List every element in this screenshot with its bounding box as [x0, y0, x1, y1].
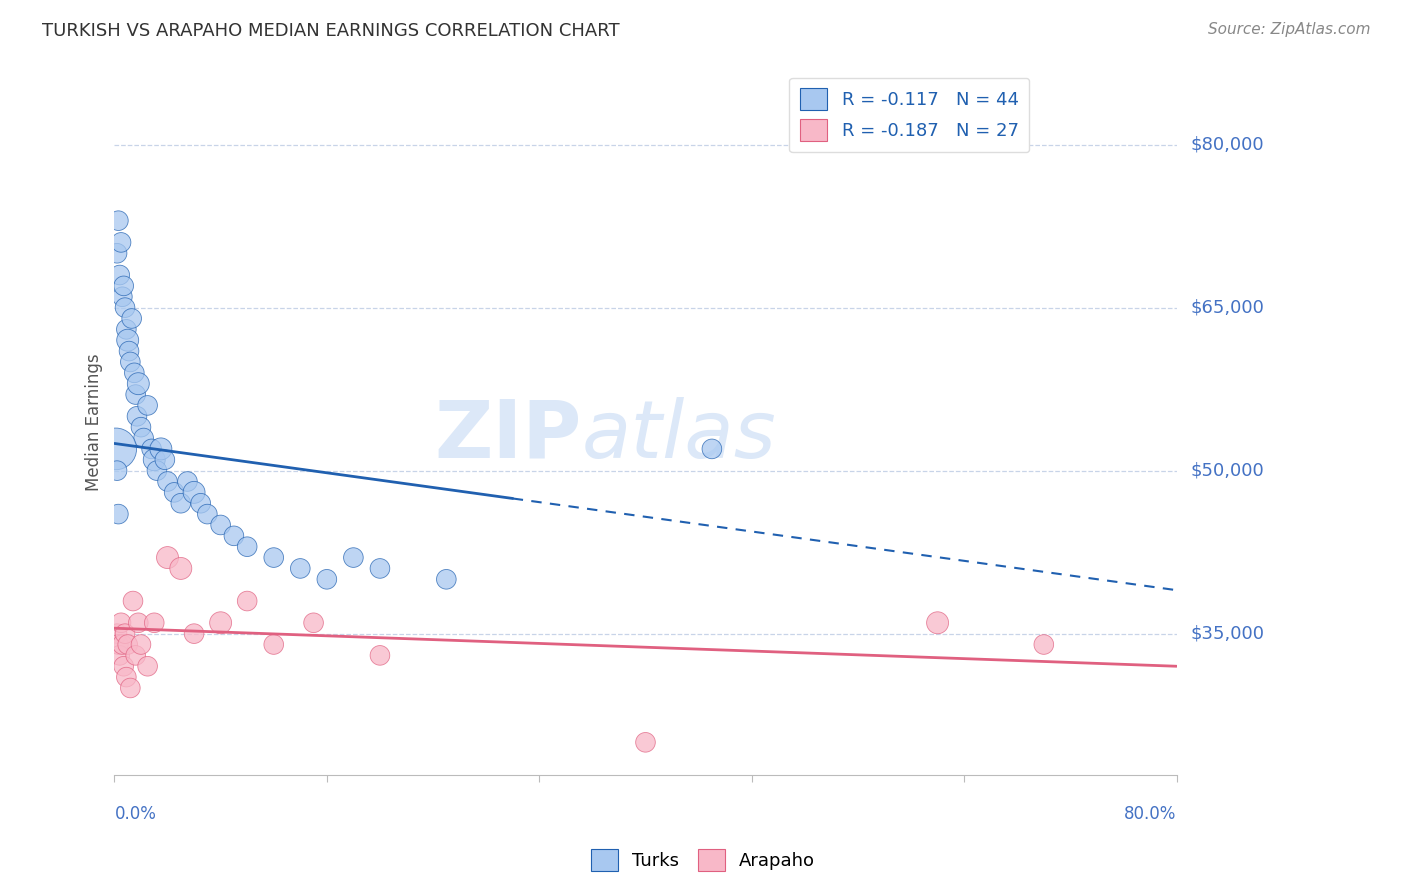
Point — [146, 464, 169, 478]
Point — [368, 561, 391, 575]
Point — [132, 431, 155, 445]
Point — [105, 464, 128, 478]
Point — [107, 213, 129, 227]
Point — [125, 409, 148, 424]
Point — [136, 399, 159, 413]
Point — [209, 615, 232, 630]
Point — [153, 452, 176, 467]
Point — [156, 475, 179, 489]
Point — [112, 659, 135, 673]
Point — [315, 572, 337, 586]
Point — [124, 387, 146, 401]
Point — [115, 322, 138, 336]
Point — [108, 648, 131, 663]
Point — [117, 333, 139, 347]
Point — [236, 594, 259, 608]
Point — [434, 572, 457, 586]
Point — [124, 648, 146, 663]
Point — [129, 638, 152, 652]
Point — [927, 615, 949, 630]
Y-axis label: Median Earnings: Median Earnings — [86, 353, 103, 491]
Legend: Turks, Arapaho: Turks, Arapaho — [583, 842, 823, 879]
Point — [107, 638, 129, 652]
Point — [156, 550, 179, 565]
Text: $80,000: $80,000 — [1191, 136, 1264, 153]
Point — [121, 311, 143, 326]
Point — [120, 355, 142, 369]
Point — [143, 452, 166, 467]
Point — [700, 442, 723, 456]
Text: $50,000: $50,000 — [1191, 462, 1264, 480]
Point — [170, 561, 193, 575]
Text: $35,000: $35,000 — [1191, 624, 1264, 642]
Text: atlas: atlas — [582, 397, 776, 475]
Point — [183, 485, 205, 500]
Text: Source: ZipAtlas.com: Source: ZipAtlas.com — [1208, 22, 1371, 37]
Point — [195, 507, 218, 521]
Point — [368, 648, 391, 663]
Point — [149, 442, 172, 456]
Point — [117, 638, 139, 652]
Legend: R = -0.117   N = 44, R = -0.187   N = 27: R = -0.117 N = 44, R = -0.187 N = 27 — [789, 78, 1029, 153]
Point — [110, 615, 132, 630]
Point — [236, 540, 259, 554]
Point — [342, 550, 364, 565]
Point — [105, 246, 128, 260]
Text: 0.0%: 0.0% — [114, 805, 156, 823]
Point — [302, 615, 325, 630]
Point — [111, 290, 134, 304]
Point — [170, 496, 193, 510]
Point — [190, 496, 212, 510]
Point — [183, 626, 205, 640]
Point — [141, 442, 163, 456]
Point — [129, 420, 152, 434]
Point — [104, 442, 127, 456]
Point — [176, 475, 198, 489]
Text: 80.0%: 80.0% — [1125, 805, 1177, 823]
Point — [136, 659, 159, 673]
Text: ZIP: ZIP — [434, 397, 582, 475]
Point — [263, 638, 285, 652]
Point — [105, 626, 128, 640]
Point — [163, 485, 186, 500]
Point — [111, 638, 134, 652]
Point — [115, 670, 138, 684]
Point — [290, 561, 312, 575]
Point — [127, 615, 149, 630]
Text: $65,000: $65,000 — [1191, 299, 1264, 317]
Point — [114, 626, 136, 640]
Point — [120, 681, 142, 695]
Point — [263, 550, 285, 565]
Text: TURKISH VS ARAPAHO MEDIAN EARNINGS CORRELATION CHART: TURKISH VS ARAPAHO MEDIAN EARNINGS CORRE… — [42, 22, 620, 40]
Point — [124, 366, 146, 380]
Point — [108, 268, 131, 282]
Point — [209, 518, 232, 533]
Point — [1032, 638, 1054, 652]
Point — [122, 594, 145, 608]
Point — [114, 301, 136, 315]
Point — [634, 735, 657, 749]
Point — [107, 507, 129, 521]
Point — [222, 529, 245, 543]
Point — [143, 615, 166, 630]
Point — [110, 235, 132, 250]
Point — [118, 344, 141, 359]
Point — [112, 278, 135, 293]
Point — [127, 376, 149, 391]
